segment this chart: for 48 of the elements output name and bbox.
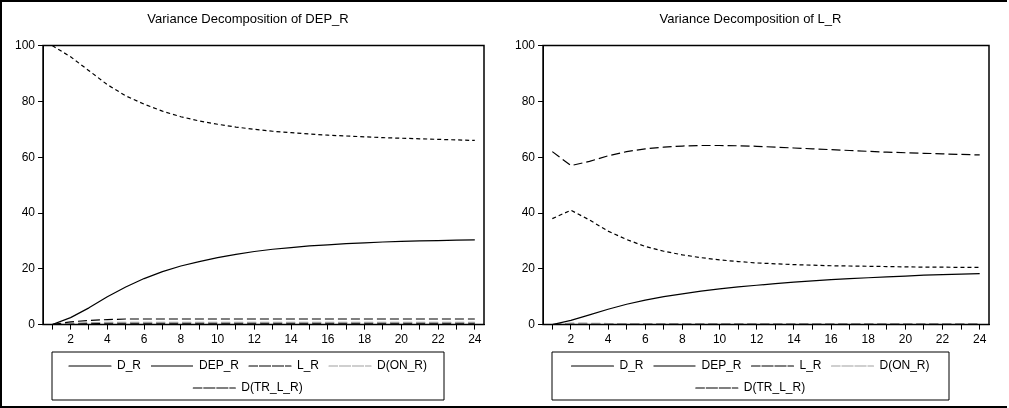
y-tick-label: 80 xyxy=(521,93,536,108)
y-tick-label: 60 xyxy=(21,149,36,164)
x-tick-label: 10 xyxy=(210,332,225,347)
y-tick-label: 100 xyxy=(14,37,36,52)
x-tick-label: 8 xyxy=(177,332,185,347)
x-tick-label: 16 xyxy=(824,332,839,347)
x-tick-label: 22 xyxy=(431,332,446,347)
legend-label: D(TR_L_R) xyxy=(743,380,806,395)
y-tick-label: 100 xyxy=(514,37,536,52)
legend-label: D_R xyxy=(116,358,142,373)
legend-label: D(ON_R) xyxy=(879,358,930,373)
x-tick-label: 12 xyxy=(247,332,262,347)
legend-label: DEP_R xyxy=(198,358,240,373)
x-tick-label: 6 xyxy=(140,332,148,347)
y-tick-label: 0 xyxy=(528,316,536,331)
x-tick-label: 20 xyxy=(394,332,409,347)
y-tick-label: 20 xyxy=(521,261,536,276)
y-tick-label: 60 xyxy=(521,149,536,164)
legend-label: D_R xyxy=(619,358,644,373)
x-tick-label: 2 xyxy=(567,332,575,347)
y-tick-label: 0 xyxy=(28,316,36,331)
y-tick-label: 80 xyxy=(21,93,36,108)
x-tick-label: 6 xyxy=(641,332,649,347)
x-tick-label: 8 xyxy=(679,332,687,347)
chart-title: Variance Decomposition of DEP_R xyxy=(147,11,349,27)
x-tick-label: 4 xyxy=(604,332,612,347)
y-tick-label: 40 xyxy=(521,205,536,220)
x-tick-label: 24 xyxy=(468,332,482,347)
x-tick-label: 2 xyxy=(67,332,75,347)
x-tick-label: 10 xyxy=(712,332,727,347)
legend-label: D(ON_R) xyxy=(377,358,428,373)
x-tick-label: 18 xyxy=(357,332,372,347)
x-tick-label: 16 xyxy=(321,332,335,347)
x-tick-label: 4 xyxy=(103,332,111,347)
legend-label: D(TR_L_R) xyxy=(241,380,303,395)
legend-label: L_R xyxy=(799,358,822,373)
legend-label: DEP_R xyxy=(701,358,742,373)
x-tick-label: 14 xyxy=(787,332,801,347)
x-tick-label: 18 xyxy=(861,332,876,347)
y-tick-label: 20 xyxy=(21,261,36,276)
x-tick-label: 12 xyxy=(750,332,764,347)
x-tick-label: 14 xyxy=(284,332,299,347)
x-tick-label: 22 xyxy=(935,332,950,347)
legend-label: L_R xyxy=(297,358,320,373)
y-tick-label: 40 xyxy=(21,205,36,220)
chart-title: Variance Decomposition of L_R xyxy=(659,11,842,27)
x-tick-label: 24 xyxy=(973,332,987,347)
x-tick-label: 20 xyxy=(898,332,913,347)
